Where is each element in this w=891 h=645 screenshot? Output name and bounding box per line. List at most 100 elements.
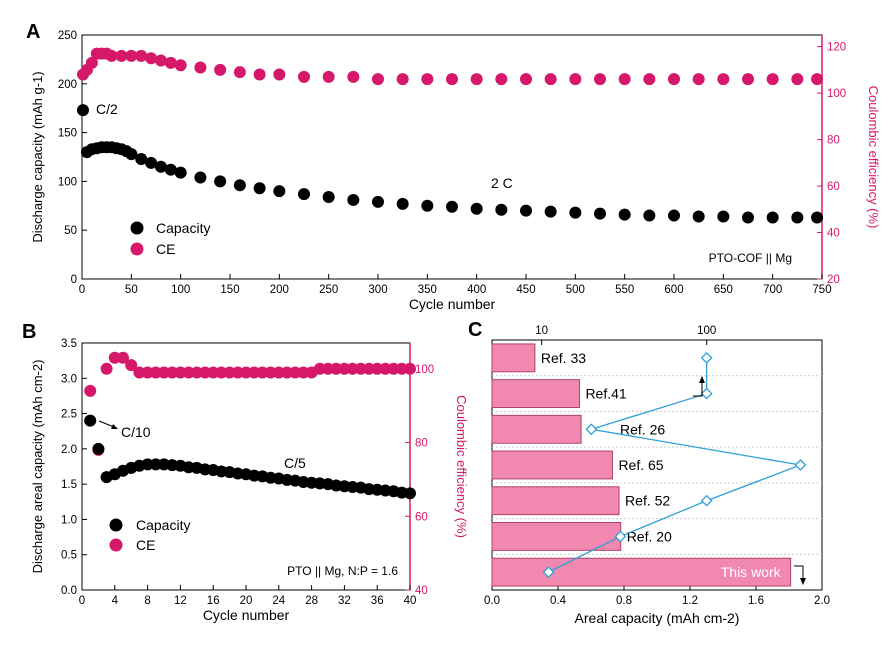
- bar: [491, 379, 580, 408]
- legend-marker-ce: [130, 242, 144, 256]
- x-tick-label: 650: [714, 284, 733, 296]
- panel-label-b: B: [22, 321, 36, 343]
- plot-frame: [81, 34, 823, 280]
- ce-point: [85, 56, 98, 69]
- ce-point: [233, 66, 246, 79]
- ce-point: [643, 73, 656, 86]
- x-tick-label: 600: [664, 284, 683, 296]
- cycle-marker: [542, 566, 555, 579]
- ce-point: [174, 366, 187, 379]
- panel-label-c: C: [468, 319, 482, 341]
- annotation-rate-low: C/10: [121, 424, 151, 440]
- capacity-point: [791, 211, 804, 224]
- bar: [491, 557, 792, 587]
- legend-marker-capacity: [109, 518, 123, 532]
- panel-c: 0.0 0.4 0.8 1.2 1.6 2.0 10 100 Areal capacity (m…: [484, 325, 830, 626]
- ce-point: [190, 366, 203, 379]
- capacity-point: [92, 442, 105, 455]
- x-tick-label: 16: [207, 595, 220, 607]
- ce-point: [199, 366, 211, 379]
- ce-point: [256, 366, 269, 379]
- ce-point: [182, 366, 195, 379]
- ce-point: [544, 73, 557, 86]
- cycle-marker: [700, 387, 713, 400]
- capacity-point: [569, 206, 582, 219]
- capacity-point: [273, 185, 286, 198]
- top-tick-label: 100: [697, 325, 716, 337]
- ce-point: [347, 70, 360, 83]
- y2-tick-label: 20: [827, 274, 840, 286]
- bar: [491, 414, 582, 444]
- ce-point: [133, 366, 146, 379]
- ce-point: [313, 362, 326, 375]
- legend-label-capacity: Capacity: [156, 220, 210, 236]
- ce-point: [100, 362, 113, 375]
- capacity-point: [766, 211, 779, 224]
- axis-indicator-up: [693, 380, 703, 397]
- x-tick-label: 20: [240, 595, 253, 607]
- capacity-point: [322, 191, 335, 204]
- bar: [491, 486, 620, 516]
- ce-point: [84, 384, 97, 397]
- panel-label-a: A: [26, 21, 40, 43]
- legend-marker-ce: [109, 538, 123, 552]
- ce-point: [149, 366, 162, 379]
- ce-point: [372, 73, 384, 86]
- capacity-point: [742, 211, 754, 224]
- y-tick-label: 0: [71, 274, 77, 286]
- ce-point: [791, 73, 804, 86]
- y-tick-label: 2.5: [61, 409, 77, 421]
- capacity-point: [520, 204, 532, 217]
- y-tick-label: 250: [58, 30, 77, 42]
- ce-point: [395, 362, 408, 375]
- cycle-marker: [614, 530, 627, 543]
- y2-tick-label: 60: [415, 511, 428, 523]
- ce-point: [207, 366, 220, 379]
- bar-label: This work: [721, 564, 782, 580]
- capacity-point: [692, 210, 705, 223]
- panel-b: 0 4 8 12 16 20 24 28 32 36 40 0.0 0.5 1.0 1.5 2.0 2.5 3.0…: [30, 338, 469, 623]
- x-axis-title: Areal capacity (mAh cm-2): [575, 610, 740, 626]
- x-tick-label: 12: [174, 595, 187, 607]
- x-tick-label: 750: [812, 284, 831, 296]
- legend-label-ce: CE: [136, 537, 155, 553]
- legend-label-capacity: Capacity: [136, 517, 190, 533]
- x-tick-label: 0.0: [484, 595, 500, 607]
- ce-point: [135, 49, 148, 62]
- capacity-point: [618, 208, 631, 221]
- y-tick-label: 200: [58, 79, 77, 91]
- ce-point: [248, 366, 261, 379]
- capacity-point: [174, 166, 187, 179]
- capacity-point: [141, 458, 154, 471]
- ce-point: [766, 73, 779, 86]
- annotation-rate-low: C/2: [96, 101, 118, 117]
- ce-point: [240, 366, 252, 379]
- capacity-point: [125, 148, 138, 161]
- ce-point: [692, 73, 705, 86]
- ce-point: [446, 73, 458, 86]
- legend-marker-capacity: [130, 221, 144, 235]
- axis-indicator-down: [794, 565, 804, 581]
- x-tick-label: 300: [368, 284, 387, 296]
- y-tick-label: 150: [58, 128, 77, 140]
- ce-point: [115, 49, 128, 62]
- ce-point: [495, 73, 508, 86]
- capacity-point: [446, 200, 458, 213]
- ce-point: [668, 73, 680, 86]
- capacity-point: [495, 203, 508, 216]
- ce-point: [346, 362, 359, 375]
- ce-point: [354, 362, 367, 375]
- cycle-marker: [700, 351, 713, 364]
- capacity-point: [233, 179, 246, 192]
- y2-tick-label: 40: [415, 585, 428, 597]
- ce-point: [154, 54, 167, 67]
- capacity-point: [298, 188, 310, 201]
- capacity-point: [544, 205, 557, 218]
- ce-point: [371, 362, 384, 375]
- capacity-point: [372, 195, 384, 208]
- y-tick-label: 0.0: [61, 585, 77, 597]
- y-tick-label: 100: [58, 176, 77, 188]
- cycle-marker: [794, 459, 807, 471]
- capacity-point: [404, 487, 416, 500]
- ce-point: [396, 73, 409, 86]
